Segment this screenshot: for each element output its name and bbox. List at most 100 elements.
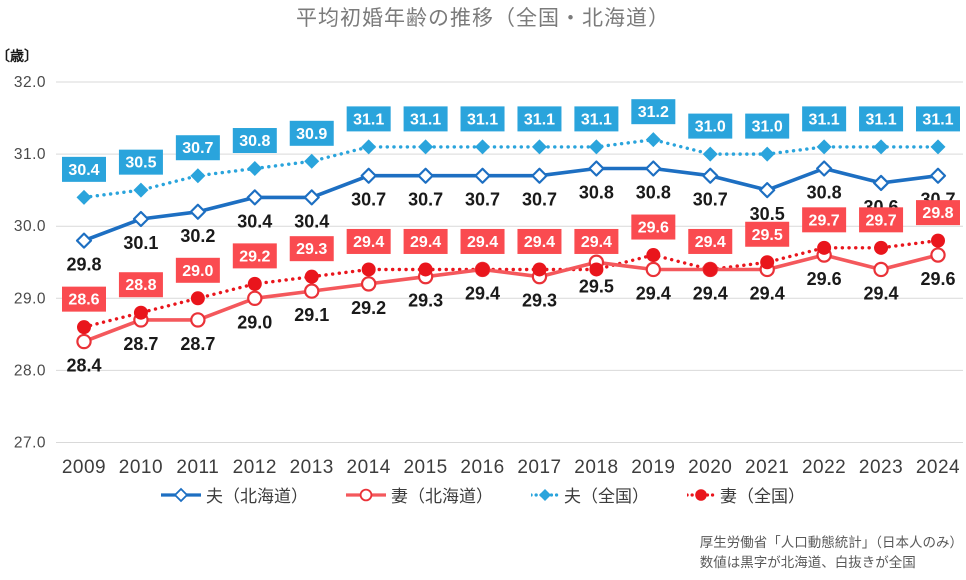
source-note: 厚生労働省「人口動態統計」（日本人のみ） 数値は黒字が北海道、白抜きが全国: [700, 533, 963, 573]
value-label-wife-hokkaido: 29.5: [579, 276, 614, 296]
marker-wife-national: [418, 262, 433, 277]
value-label-wife-hokkaido: 28.7: [180, 334, 215, 354]
marker-wife-hokkaido: [190, 312, 206, 328]
legend-label: 夫（全国）: [564, 487, 649, 506]
value-label-box-husband-national: [175, 135, 220, 161]
value-label-wife-hokkaido: 29.4: [864, 283, 899, 303]
x-tick-label: 2014: [347, 457, 391, 478]
value-label-box-wife-national: [232, 243, 277, 269]
marker-husband-national: [418, 139, 434, 155]
marker-husband-national: [190, 168, 206, 184]
value-label-wife-national: 29.5: [752, 227, 783, 244]
value-label-box-husband-national: [915, 106, 960, 132]
value-label-wife-hokkaido: 29.2: [351, 298, 386, 318]
value-label-box-husband-national: [688, 113, 733, 139]
value-label-box-wife-national: [517, 228, 562, 254]
value-label-wife-hokkaido: 29.4: [465, 283, 500, 303]
value-label-wife-national: 29.0: [182, 263, 213, 280]
y-tick-label: 32.0: [14, 74, 46, 91]
legend-item-wife-national: 妻（全国）: [687, 482, 805, 507]
value-label-husband-hokkaido: 30.7: [465, 190, 500, 210]
legend-label: 妻（全国）: [720, 487, 805, 506]
marker-wife-national: [760, 255, 775, 270]
marker-wife-national: [589, 262, 604, 277]
value-label-husband-national: 31.1: [353, 111, 384, 128]
value-label-husband-national: 31.0: [695, 119, 726, 136]
marker-husband-hokkaido: [132, 210, 150, 228]
value-label-husband-national: 31.1: [809, 111, 840, 128]
marker-wife-national: [817, 240, 832, 255]
marker-wife-hokkaido: [645, 261, 662, 278]
value-label-husband-hokkaido: 30.4: [294, 211, 329, 231]
value-label-box-husband-national: [118, 149, 163, 175]
value-label-wife-hokkaido: 29.4: [750, 283, 785, 303]
value-label-wife-hokkaido: 29.6: [807, 269, 842, 289]
marker-husband-hokkaido: [75, 232, 93, 249]
value-label-wife-national: 29.7: [865, 212, 896, 229]
value-label-box-wife-national: [289, 236, 334, 262]
legend-husband-national-icon: [531, 488, 559, 501]
marker-wife-national: [77, 320, 91, 335]
x-tick-label: 2019: [631, 457, 675, 478]
marker-wife-hokkaido: [76, 333, 92, 350]
value-label-wife-national: 29.8: [922, 205, 953, 222]
value-label-husband-national: 31.1: [865, 111, 896, 128]
marker-wife-hokkaido: [360, 276, 377, 292]
marker-husband-national: [531, 139, 547, 155]
value-label-box-husband-national: [346, 106, 391, 132]
legend-label: 妻（北海道）: [391, 487, 493, 506]
marker-husband-national: [759, 146, 775, 162]
value-label-box-wife-national: [688, 228, 733, 254]
legend-marker: [695, 488, 707, 501]
y-tick-label: 30.0: [14, 218, 46, 235]
value-label-husband-hokkaido: 30.2: [180, 226, 215, 246]
marker-wife-hokkaido: [930, 247, 946, 263]
value-label-box-wife-national: [346, 228, 391, 254]
value-label-husband-hokkaido: 30.8: [579, 183, 614, 203]
marker-wife-national: [247, 276, 262, 291]
x-tick-label: 2023: [859, 457, 903, 478]
marker-husband-national: [361, 139, 377, 155]
value-label-wife-national: 29.4: [410, 234, 441, 251]
value-label-box-husband-national: [460, 106, 505, 132]
series-line-wife-national: [82, 238, 940, 329]
x-tick-label: 2021: [745, 457, 789, 478]
chart-title: 平均初婚年齢の推移（全国・北海道）: [296, 7, 670, 30]
legend-item-husband-hokkaido: 夫（北海道）: [161, 482, 308, 507]
x-tick-label: 2024: [916, 457, 960, 478]
legend-wife-national-icon: [687, 488, 715, 501]
value-label-box-wife-national: [859, 207, 904, 233]
legend-item-husband-national: 夫（全国）: [531, 482, 649, 507]
value-label-box-husband-national: [745, 113, 790, 139]
legend-item-wife-hokkaido: 妻（北海道）: [346, 482, 493, 507]
marker-husband-national: [702, 146, 718, 162]
x-tick-label: 2020: [688, 457, 732, 478]
marker-husband-hokkaido: [929, 167, 947, 184]
marker-wife-national: [190, 291, 205, 306]
value-label-wife-national: 29.3: [296, 241, 327, 258]
marker-husband-national: [247, 161, 263, 177]
marker-wife-national: [874, 240, 889, 255]
marker-wife-national: [930, 233, 945, 248]
value-label-wife-national: 29.4: [353, 234, 384, 251]
legend-marker: [359, 488, 373, 501]
series-line-husband-hokkaido: [83, 166, 939, 243]
value-label-wife-hokkaido: 28.4: [66, 356, 101, 376]
value-label-husband-national: 31.1: [524, 111, 555, 128]
x-tick-label: 2015: [403, 457, 447, 478]
value-label-box-husband-national: [403, 106, 448, 132]
y-tick-label: 29.0: [14, 290, 46, 307]
marker-husband-hokkaido: [246, 189, 263, 206]
value-label-husband-hokkaido: 30.8: [807, 183, 842, 203]
legend-label: 夫（北海道）: [206, 487, 308, 506]
marker-wife-national: [703, 262, 718, 277]
y-tick-label: 28.0: [14, 362, 46, 379]
marker-wife-hokkaido: [873, 261, 889, 278]
value-label-husband-national: 30.5: [125, 155, 156, 172]
marker-husband-national: [475, 139, 491, 155]
marker-husband-hokkaido: [531, 167, 548, 184]
value-label-husband-hokkaido: 30.8: [636, 183, 671, 203]
legend: 夫（北海道） 妻（北海道） 夫（全国） 妻（全国）: [0, 482, 966, 507]
value-label-wife-hokkaido: 29.4: [636, 283, 671, 303]
